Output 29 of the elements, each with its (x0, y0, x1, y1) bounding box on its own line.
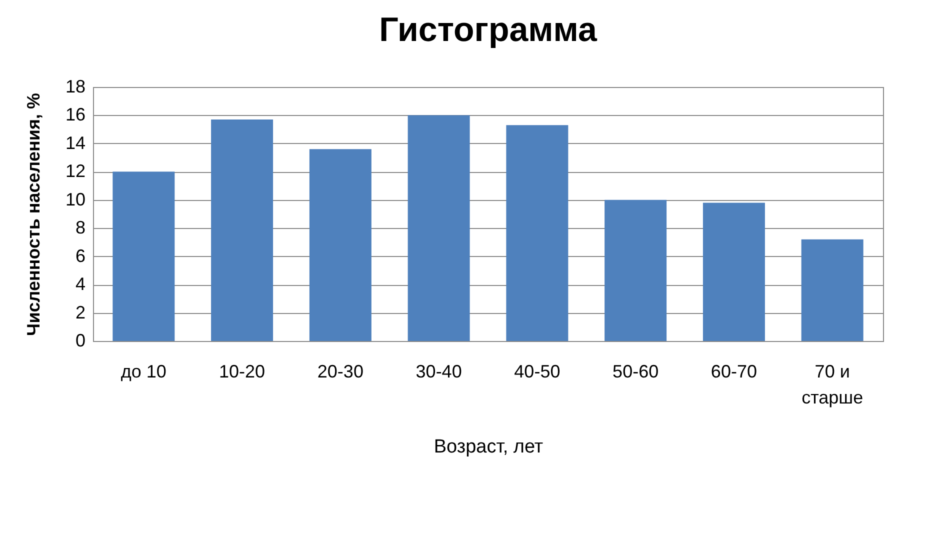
y-tick-label: 16 (65, 104, 86, 125)
x-tick-label: 30-40 (416, 362, 462, 382)
y-tick-label: 4 (75, 274, 86, 294)
x-tick-label: 40-50 (514, 362, 560, 382)
chart-title: Гистограмма (379, 11, 598, 49)
bar (211, 119, 274, 341)
y-tick-label: 12 (65, 161, 86, 182)
y-tick-label: 10 (65, 189, 86, 210)
bar (702, 202, 765, 341)
y-tick-label: 6 (75, 246, 86, 266)
bar (801, 239, 864, 341)
x-tick-label: 50-60 (612, 362, 659, 382)
x-axis-title: Возраст, лет (434, 436, 544, 458)
x-tick-label: 20-30 (317, 362, 364, 382)
y-tick-label: 14 (65, 132, 86, 153)
x-tick-label: 10-20 (219, 362, 266, 382)
y-tick-label: 0 (75, 330, 86, 350)
y-tick-label: 2 (75, 302, 86, 322)
x-tick-label: до 10 (120, 362, 166, 382)
y-tick-label: 18 (65, 76, 86, 96)
y-tick-label: 8 (75, 218, 86, 238)
bar (408, 115, 470, 341)
x-tick-label: 60-70 (710, 362, 757, 382)
bar (112, 172, 175, 341)
x-tick-label: 70 и старше (802, 362, 864, 408)
bar (309, 149, 372, 341)
bar (506, 125, 568, 341)
bar (604, 200, 667, 341)
y-axis-title: Численность населения, % (23, 93, 44, 336)
